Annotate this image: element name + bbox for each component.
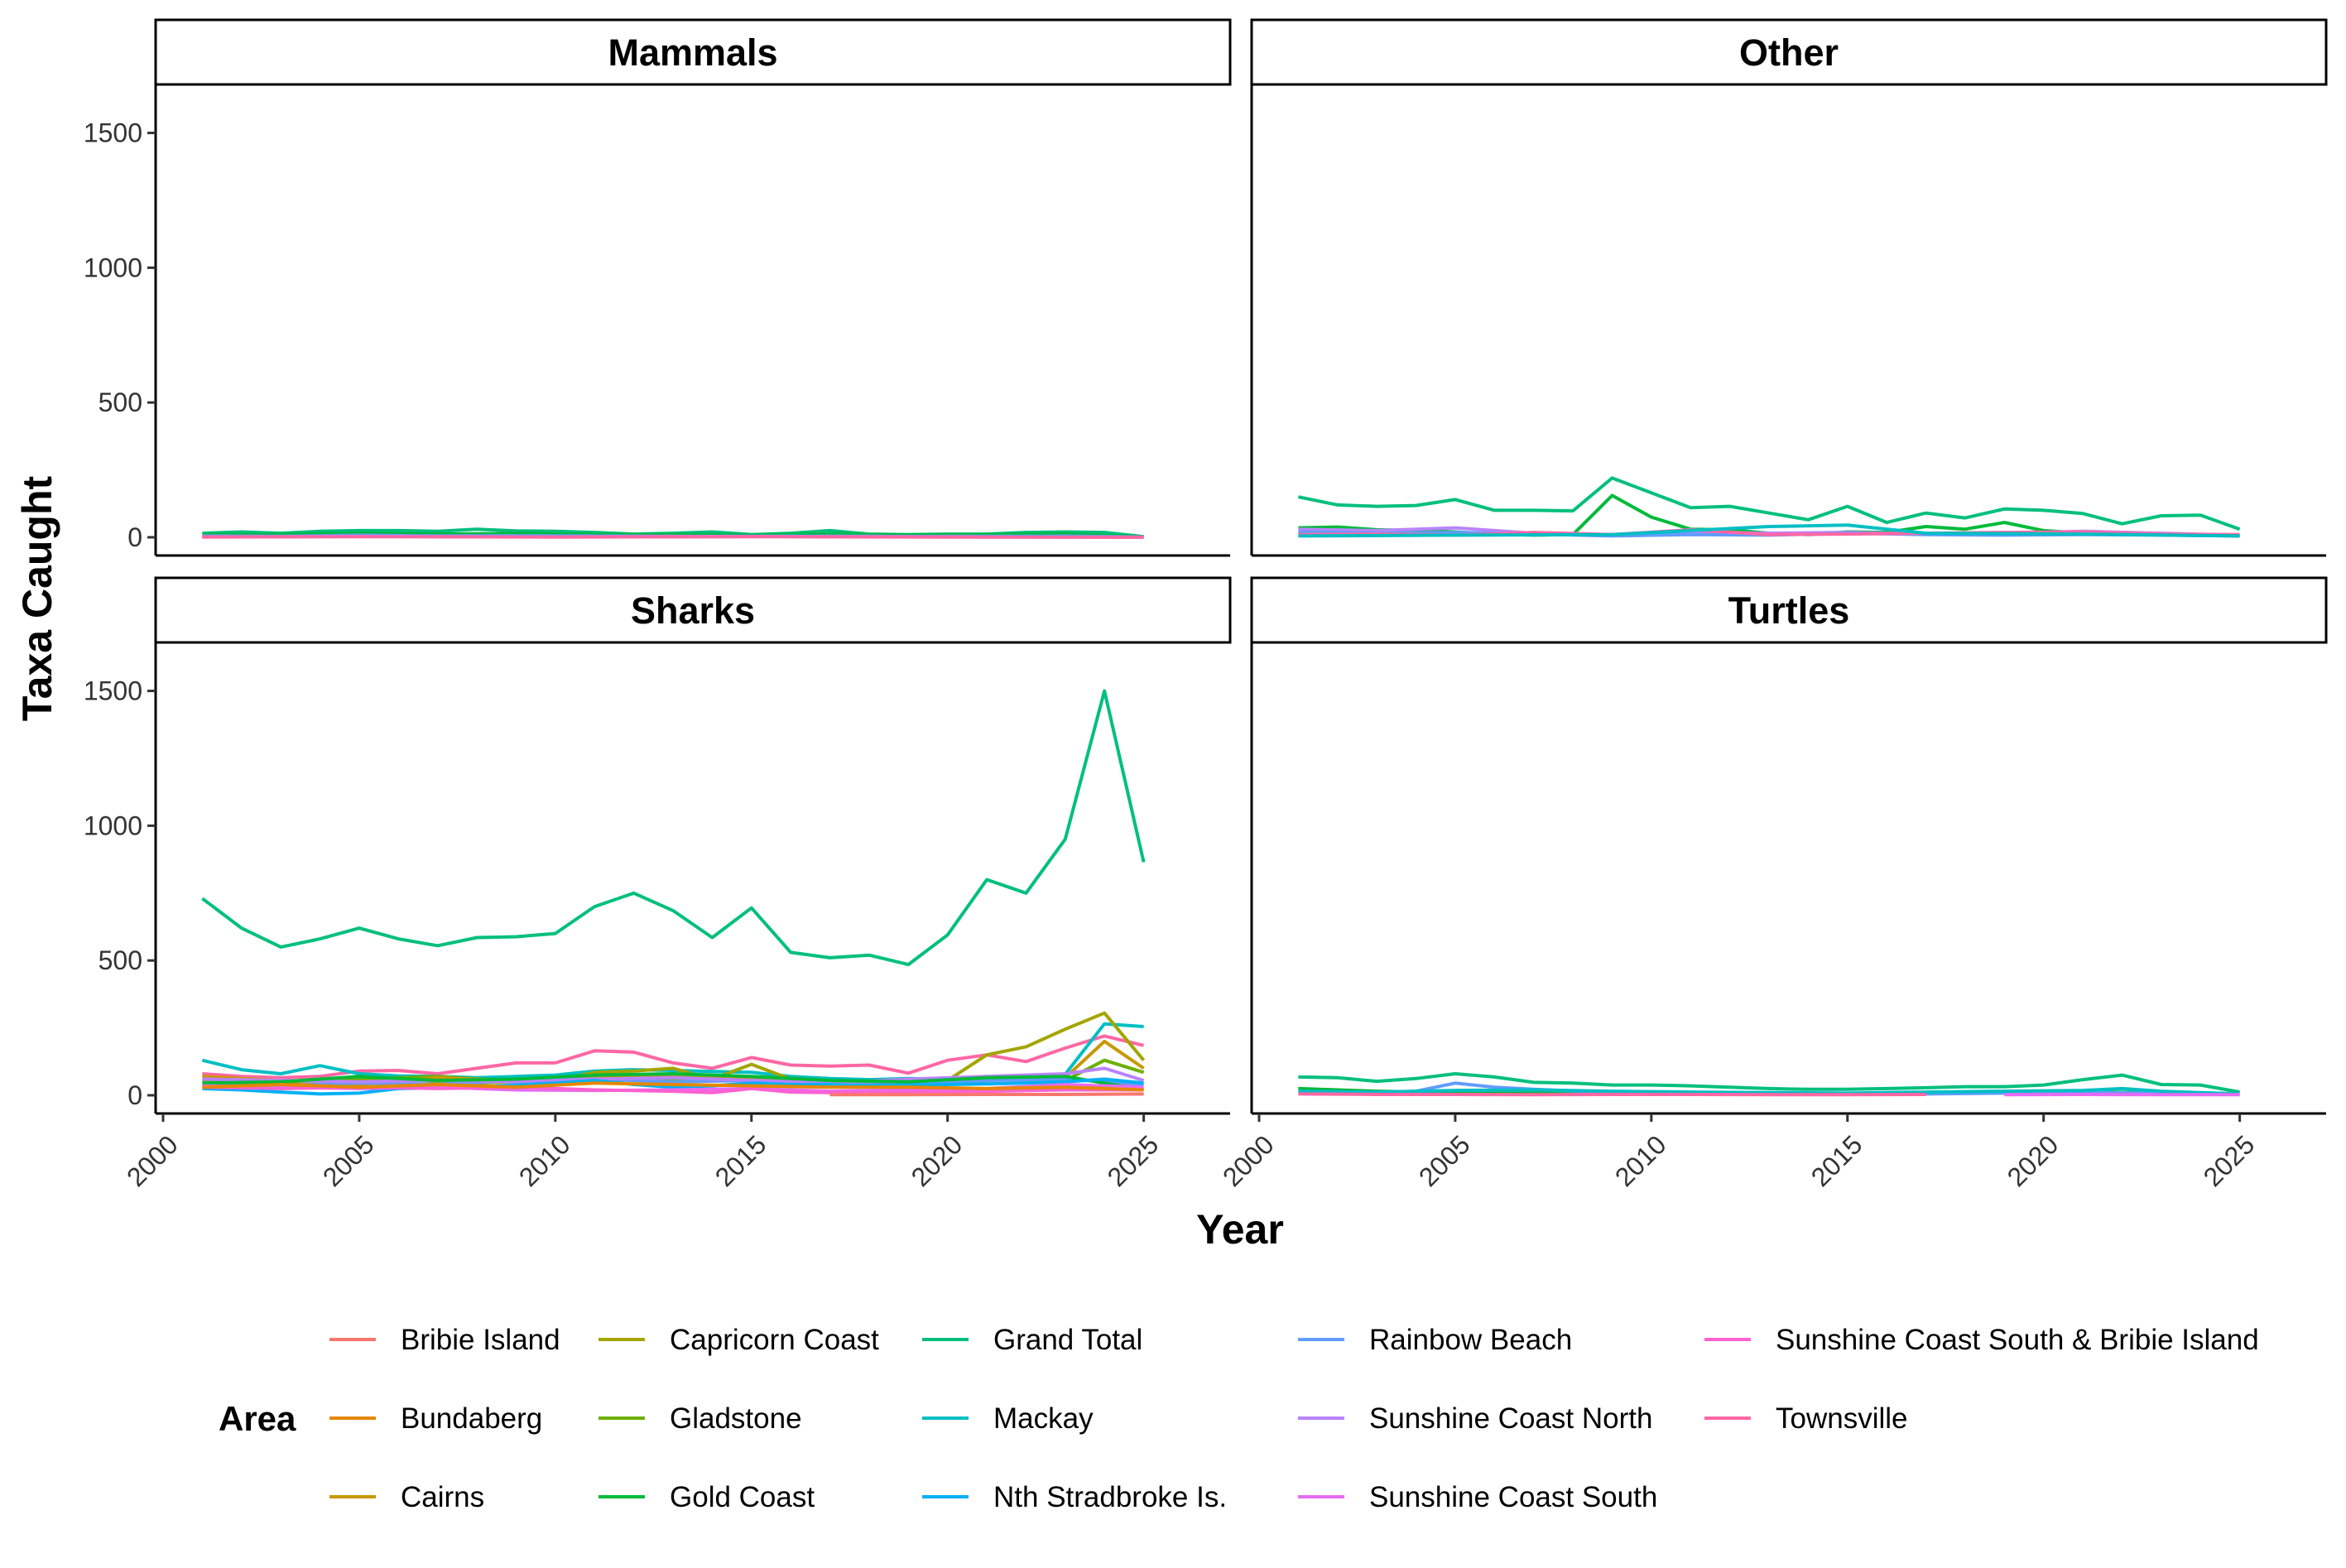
x-tick-label-turtles-2020: 2020 bbox=[2002, 1129, 2065, 1192]
x-tick-label-turtles-2025: 2025 bbox=[2198, 1129, 2261, 1192]
x-tick-label-sharks-2010: 2010 bbox=[513, 1129, 576, 1192]
x-tick-label-sharks-2000: 2000 bbox=[121, 1129, 184, 1192]
x-tick-label-turtles-2005: 2005 bbox=[1413, 1129, 1476, 1192]
y-tick-label-mammals-1500: 1500 bbox=[84, 118, 142, 148]
facet-strip-label-sharks: Sharks bbox=[631, 589, 755, 632]
y-tick-label-sharks-1500: 1500 bbox=[84, 676, 142, 706]
legend-label-capricorn-coast: Capricorn Coast bbox=[670, 1324, 879, 1356]
series-line-other-grand-total bbox=[1298, 478, 2239, 529]
x-tick-label-sharks-2005: 2005 bbox=[317, 1129, 380, 1192]
x-tick-label-turtles-2015: 2015 bbox=[1805, 1129, 1868, 1192]
legend-label-bundaberg: Bundaberg bbox=[401, 1402, 542, 1435]
legend-label-rainbow-beach: Rainbow Beach bbox=[1369, 1324, 1572, 1356]
facet-strip-label-turtles: Turtles bbox=[1728, 589, 1850, 632]
x-axis-title: Year bbox=[1196, 1206, 1284, 1253]
y-tick-label-sharks-500: 500 bbox=[99, 945, 142, 975]
legend-label-gold-coast: Gold Coast bbox=[670, 1481, 815, 1513]
legend-label-mackay: Mackay bbox=[993, 1402, 1094, 1435]
legend-label-sunshine-coast-south: Sunshine Coast South bbox=[1369, 1481, 1657, 1513]
legend-label-nth-stradbroke-is: Nth Stradbroke Is. bbox=[993, 1481, 1227, 1513]
y-tick-label-mammals-500: 500 bbox=[99, 387, 142, 417]
legend-label-sunshine-coast-north: Sunshine Coast North bbox=[1369, 1402, 1652, 1435]
legend-label-bribie-island: Bribie Island bbox=[401, 1324, 560, 1356]
y-tick-label-sharks-1000: 1000 bbox=[84, 810, 142, 840]
y-tick-label-mammals-0: 0 bbox=[127, 522, 142, 552]
x-tick-label-sharks-2025: 2025 bbox=[1102, 1129, 1165, 1192]
legend-label-cairns: Cairns bbox=[401, 1481, 484, 1513]
legend-label-sunshine-coast-south-bribie-island: Sunshine Coast South & Bribie Island bbox=[1776, 1324, 2259, 1356]
x-tick-label-sharks-2020: 2020 bbox=[906, 1129, 969, 1192]
y-tick-label-sharks-0: 0 bbox=[127, 1080, 142, 1110]
legend-label-townsville: Townsville bbox=[1776, 1402, 1908, 1435]
x-tick-label-turtles-2000: 2000 bbox=[1217, 1129, 1280, 1192]
series-line-sharks-grand-total bbox=[202, 691, 1143, 965]
legend-title: Area bbox=[219, 1399, 296, 1438]
y-tick-label-mammals-1000: 1000 bbox=[84, 253, 142, 282]
series-line-mammals-townsville bbox=[202, 536, 1143, 537]
legend-label-grand-total: Grand Total bbox=[993, 1324, 1142, 1356]
facet-strip-label-mammals: Mammals bbox=[608, 31, 777, 74]
legend-label-gladstone: Gladstone bbox=[670, 1402, 802, 1435]
facet-strip-label-other: Other bbox=[1739, 31, 1839, 74]
x-tick-label-turtles-2010: 2010 bbox=[1609, 1129, 1672, 1192]
x-tick-label-sharks-2015: 2015 bbox=[709, 1129, 772, 1192]
y-axis-title: Taxa Caught bbox=[14, 475, 60, 721]
